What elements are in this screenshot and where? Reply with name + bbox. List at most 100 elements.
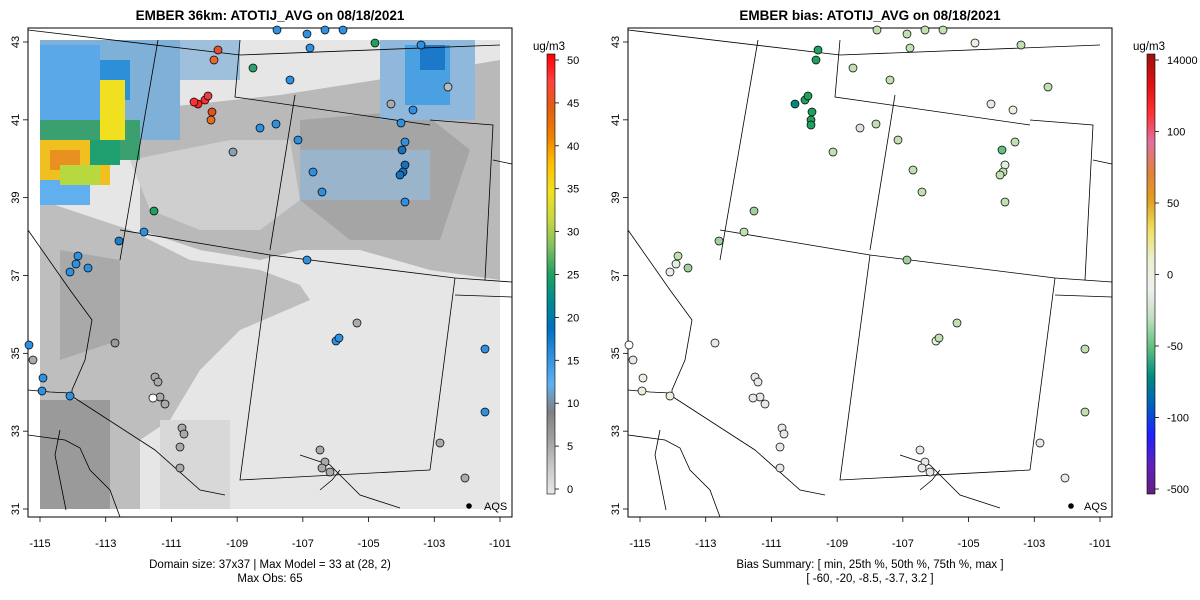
aqs-site-marker <box>416 40 426 50</box>
y-tick-label: 35 <box>10 347 22 359</box>
x-tick-label: -113 <box>695 538 716 550</box>
aqs-site-marker <box>480 344 490 354</box>
aqs-site-marker <box>38 373 48 383</box>
aqs-site-marker <box>149 206 159 216</box>
aqs-site-marker <box>386 99 396 109</box>
right-bias-summary-header: Bias Summary: [ min, 25th %, 50th %, 75t… <box>736 559 1003 571</box>
left-colorbar-unit: ug/m3 <box>533 41 565 53</box>
aqs-bias-marker <box>813 45 823 55</box>
aqs-bias-marker <box>779 429 789 439</box>
y-tick-label: 37 <box>10 269 22 281</box>
colorbar-tick-label: 40 <box>567 141 579 153</box>
aqs-bias-marker <box>872 25 882 35</box>
aqs-site-marker <box>153 377 163 387</box>
aqs-bias-marker <box>938 25 948 35</box>
aqs-bias-marker <box>828 147 838 157</box>
x-tick-label: -107 <box>892 538 914 550</box>
aqs-bias-marker <box>637 386 647 396</box>
y-tick-label: 41 <box>610 114 622 126</box>
aqs-site-marker <box>352 318 362 328</box>
aqs-site-marker <box>408 105 418 115</box>
left-map-panel: EMBER 36km: ATOTIJ_AVG on 08/18/2021 <box>10 8 579 585</box>
aqs-bias-marker <box>673 251 683 261</box>
x-tick-label: -101 <box>489 538 511 550</box>
aqs-site-marker <box>65 267 75 277</box>
aqs-bias-marker <box>970 38 980 48</box>
aqs-bias-marker <box>995 170 1005 180</box>
left-y-axis: 43 41 39 37 35 33 31 <box>10 36 28 515</box>
aqs-bias-marker <box>997 145 1007 155</box>
right-y-axis: 43 41 39 37 35 33 31 <box>610 36 628 515</box>
aqs-site-marker <box>209 55 219 65</box>
aqs-site-marker <box>24 340 34 350</box>
aqs-site-marker <box>83 263 93 273</box>
model-grid-region-southwest <box>60 250 120 360</box>
aqs-bias-marker <box>807 107 817 117</box>
model-grid-region-sonora <box>160 420 230 509</box>
colorbar-tick-label: 30 <box>567 227 579 239</box>
aqs-bias-marker <box>1000 197 1010 207</box>
aqs-bias-marker <box>1010 137 1020 147</box>
aqs-site-marker <box>308 167 318 177</box>
model-grid-region-baja <box>40 400 110 509</box>
aqs-bias-marker <box>806 120 816 130</box>
y-tick-label: 39 <box>10 192 22 204</box>
aqs-site-marker <box>400 197 410 207</box>
aqs-site-marker <box>255 123 265 133</box>
colorbar-tick-label: 25 <box>567 270 579 282</box>
model-grid-region-light <box>130 140 300 230</box>
x-tick-label: -107 <box>292 538 314 550</box>
colorbar-tick-label: -500 <box>1167 484 1189 496</box>
aqs-site-marker <box>443 82 453 92</box>
y-tick-label: 33 <box>610 425 622 437</box>
aqs-bias-marker <box>753 377 763 387</box>
right-map-background <box>628 28 1112 517</box>
right-x-axis: -115 -113 -111 -109 -107 -105 -103 -101 <box>629 517 1111 550</box>
aqs-bias-marker <box>1060 473 1070 483</box>
aqs-bias-marker <box>714 236 724 246</box>
aqs-site-marker <box>293 135 303 145</box>
colorbar-tick-label: -100 <box>1167 413 1189 425</box>
right-map-title: EMBER bias: ATOTIJ_AVG on 08/18/2021 <box>739 8 1001 23</box>
left-model-grid <box>40 40 500 509</box>
y-tick-label: 43 <box>610 36 622 48</box>
y-tick-label: 43 <box>10 36 22 48</box>
aqs-site-marker <box>271 119 281 129</box>
left-aqs-legend-dot <box>466 503 472 509</box>
aqs-bias-marker <box>905 43 915 53</box>
right-aqs-bias-points <box>624 25 1090 483</box>
colorbar-tick-label: -50 <box>1167 341 1183 353</box>
aqs-bias-marker <box>915 445 925 455</box>
left-map-frame <box>27 27 513 518</box>
aqs-site-marker <box>320 25 330 35</box>
x-tick-label: -103 <box>1023 538 1045 550</box>
aqs-site-marker <box>203 91 213 101</box>
left-map-title: EMBER 36km: ATOTIJ_AVG on 08/18/2021 <box>136 8 405 23</box>
aqs-bias-marker <box>917 463 927 473</box>
x-tick-label: -109 <box>226 538 248 550</box>
aqs-site-marker <box>396 118 406 128</box>
colorbar-tick-label: 5 <box>567 441 573 453</box>
aqs-bias-marker <box>790 99 800 109</box>
aqs-site-marker <box>317 463 327 473</box>
aqs-bias-marker <box>908 165 918 175</box>
right-colorbar-ticks: 14000 100 50 0 -50 -100 -500 <box>1155 55 1198 496</box>
aqs-bias-marker <box>848 63 858 73</box>
aqs-site-marker <box>334 333 344 343</box>
aqs-site-marker <box>65 391 75 401</box>
aqs-site-marker <box>395 170 405 180</box>
colorbar-tick-label: 15 <box>567 355 579 367</box>
aqs-site-marker <box>397 145 407 155</box>
y-tick-label: 39 <box>610 192 622 204</box>
y-tick-label: 33 <box>10 425 22 437</box>
x-tick-label: -105 <box>358 538 380 550</box>
y-tick-label: 41 <box>10 114 22 126</box>
colorbar-tick-label: 20 <box>567 312 579 324</box>
aqs-site-marker <box>302 29 312 39</box>
aqs-site-marker <box>400 137 410 147</box>
colorbar-tick-label: 14000 <box>1167 55 1198 67</box>
colorbar-tick-label: 50 <box>1167 198 1179 210</box>
aqs-bias-marker <box>952 318 962 328</box>
